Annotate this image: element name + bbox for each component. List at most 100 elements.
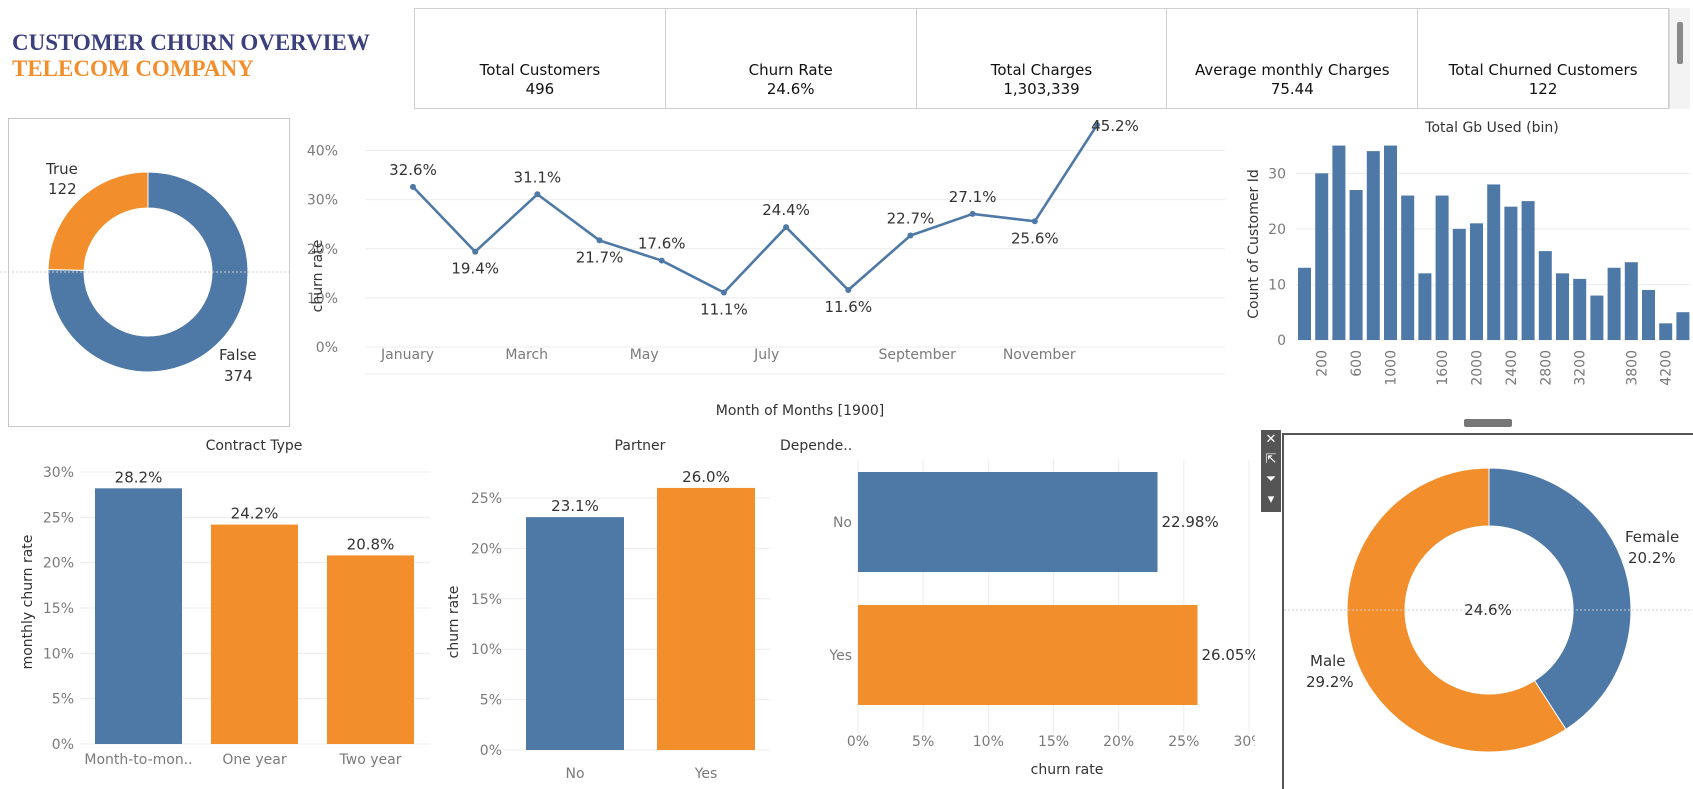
x-tick-label: Two year — [339, 752, 402, 768]
y-tick-label: 15% — [471, 592, 502, 608]
histogram-bar[interactable] — [1659, 323, 1673, 340]
dependents-chart[interactable]: Depende.. churn rate 0% 5% 10% 15% 20% 25% 30%… — [780, 432, 1255, 789]
histogram-bar[interactable] — [1521, 201, 1535, 340]
x-tick-label: September — [878, 347, 956, 363]
monthly-churn-line-chart[interactable]: 0% 10% 20% 30% 40% January March May July Septem… — [300, 112, 1230, 422]
bar[interactable] — [327, 555, 414, 744]
line-data-label: 27.1% — [949, 188, 997, 206]
filter-icon[interactable]: ⏷ — [1265, 472, 1277, 487]
y-tick-label: 25% — [471, 491, 502, 507]
line-point[interactable] — [1031, 218, 1038, 225]
dependents-x-axis-title: churn rate — [1031, 762, 1104, 778]
line-data-label: 25.6% — [1011, 229, 1059, 247]
x-tick-label: January — [380, 347, 434, 363]
donut-slice-female[interactable] — [1488, 467, 1632, 731]
line-data-label: 21.7% — [576, 248, 624, 266]
kpi-total-churned-customers[interactable]: Total Churned Customers 122 — [1418, 9, 1668, 108]
x-tick-label: 2000 — [1470, 350, 1486, 386]
histogram-bar[interactable] — [1556, 273, 1569, 340]
contract-type-chart[interactable]: Contract Type monthly churn rate 0% 5% 10%… — [0, 432, 440, 772]
histogram-bar[interactable] — [1452, 228, 1466, 340]
line-point[interactable] — [410, 183, 416, 190]
histogram-bar[interactable] — [1590, 295, 1604, 340]
gb-used-histogram[interactable]: Total Gb Used (bin) Count of Customer Id… — [1240, 112, 1692, 412]
close-icon[interactable]: ✕ — [1265, 432, 1277, 447]
histogram-bar[interactable] — [1332, 145, 1346, 340]
histogram-bar[interactable] — [1435, 195, 1449, 340]
gender-donut-chart[interactable]: 24.6% Female 20.2% Male 29.2% — [1284, 435, 1693, 789]
kpi-average-monthly-charges[interactable]: Average monthly Charges 75.44 — [1167, 9, 1419, 108]
histogram-bar[interactable] — [1349, 190, 1363, 340]
line-point[interactable] — [658, 257, 665, 264]
x-tick-label: 20% — [1103, 734, 1134, 750]
donut-slice-true[interactable] — [47, 171, 149, 271]
donut-slice-false[interactable] — [47, 171, 249, 373]
x-tick-label: One year — [222, 752, 286, 768]
line-point[interactable] — [783, 224, 790, 231]
line-point[interactable] — [969, 210, 976, 217]
kpi-total-customers[interactable]: Total Customers 496 — [415, 9, 666, 108]
dropdown-icon[interactable]: ▾ — [1267, 492, 1275, 507]
kpi-scrollbar-thumb[interactable] — [1677, 22, 1683, 64]
churn-rate-line — [412, 124, 1099, 295]
slice-label-female: Female — [1625, 528, 1679, 546]
line-point[interactable] — [596, 237, 603, 244]
histogram-bar[interactable] — [1504, 206, 1518, 340]
line-point[interactable] — [907, 232, 914, 239]
y-tick-label: 5% — [52, 692, 74, 708]
bar[interactable] — [95, 488, 182, 744]
bar[interactable] — [858, 605, 1198, 705]
bar[interactable] — [211, 524, 298, 744]
kpi-total-charges[interactable]: Total Charges 1,303,339 — [917, 9, 1168, 108]
churn-donut-chart[interactable]: True 122 False 374 — [0, 110, 300, 430]
bar[interactable] — [526, 517, 624, 750]
slice-label-true: True — [45, 160, 78, 178]
y-tick-label: 10% — [307, 291, 338, 307]
histogram-bar[interactable] — [1366, 151, 1380, 340]
histogram-bar[interactable] — [1676, 312, 1690, 340]
line-point[interactable] — [472, 248, 479, 255]
y-tick-label: 10% — [43, 646, 74, 662]
y-tick-label: 0 — [1277, 333, 1286, 349]
x-tick-label: 5% — [912, 734, 934, 750]
histogram-bar[interactable] — [1573, 278, 1587, 340]
histogram-bar[interactable] — [1418, 273, 1432, 340]
dependents-bars: 0% 5% 10% 15% 20% 25% 30% 22.98% No 26.05% Yes — [828, 460, 1255, 750]
line-point[interactable] — [534, 191, 541, 198]
histogram-bar[interactable] — [1298, 267, 1311, 340]
line-point[interactable] — [1094, 122, 1100, 129]
line-point[interactable] — [720, 289, 727, 296]
x-tick-label: November — [1003, 347, 1076, 363]
donut-slice-male[interactable] — [1346, 467, 1567, 753]
y-tick-label: 15% — [43, 601, 74, 617]
x-tick-label: 25% — [1168, 734, 1199, 750]
contract-chart-title: Contract Type — [206, 438, 303, 454]
y-tick-label: 5% — [480, 693, 502, 709]
histogram-bar[interactable] — [1315, 173, 1329, 340]
x-tick-label: Yes — [694, 766, 718, 782]
y-tick-label: Yes — [828, 648, 852, 664]
histogram-bar[interactable] — [1642, 290, 1655, 340]
partner-chart[interactable]: Partner churn rate 0% 5% 10% 15% 20% 25% 23.1%… — [440, 432, 780, 789]
kpi-value: 122 — [1528, 80, 1558, 98]
resize-handle[interactable] — [1464, 419, 1512, 427]
line-point[interactable] — [845, 287, 852, 294]
bar[interactable] — [858, 472, 1158, 572]
x-tick-label: March — [505, 347, 548, 363]
bar-data-label: 26.05% — [1202, 646, 1255, 664]
y-tick-label: 25% — [43, 510, 74, 526]
line-data-label: 31.1% — [514, 168, 562, 186]
histogram-bar[interactable] — [1470, 223, 1483, 340]
bar[interactable] — [657, 487, 755, 750]
x-tick-label: July — [753, 347, 779, 363]
histogram-bar[interactable] — [1384, 145, 1397, 340]
popout-icon[interactable]: ⇱ — [1265, 452, 1277, 467]
slice-value-male: 29.2% — [1306, 673, 1354, 691]
histogram-bar[interactable] — [1401, 195, 1415, 340]
line-data-label: 19.4% — [451, 260, 499, 278]
histogram-bar[interactable] — [1607, 267, 1621, 340]
histogram-bar[interactable] — [1487, 184, 1501, 340]
histogram-bar[interactable] — [1538, 251, 1552, 340]
kpi-churn-rate[interactable]: Churn Rate 24.6% — [666, 9, 917, 108]
histogram-bar[interactable] — [1624, 262, 1638, 340]
